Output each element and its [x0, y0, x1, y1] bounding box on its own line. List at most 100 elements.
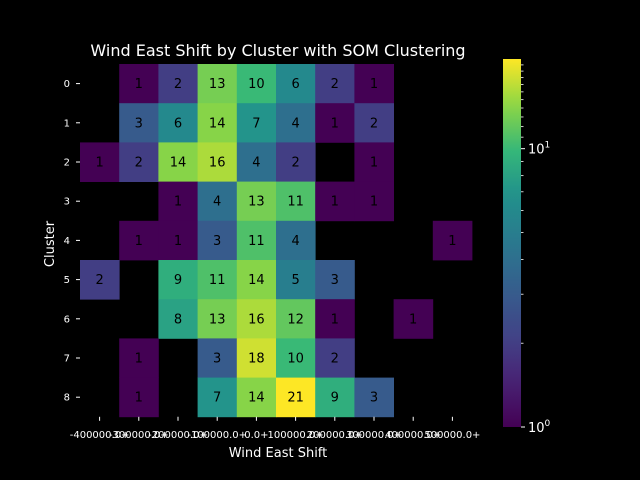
y-tick-label: 2 [64, 158, 70, 169]
cell-value-label: 9 [174, 273, 182, 288]
cell-value-label: 11 [209, 273, 226, 288]
heatmap-cell [236, 299, 277, 339]
x-axis-ticks: -400000.0+-300000.0+-200000.0+-100000.0+… [70, 416, 480, 441]
heatmap-cell [315, 338, 355, 378]
heatmap-cell [276, 377, 316, 418]
heatmap-cell [276, 220, 316, 261]
heatmap-cell [197, 142, 238, 182]
heatmap-cell [315, 103, 355, 143]
cell-value-label: 9 [331, 391, 339, 406]
cell-value-label: 4 [291, 116, 299, 131]
heatmap-cell [197, 181, 238, 222]
cell-value-label: 4 [213, 195, 221, 210]
cell-value-label: 1 [135, 352, 143, 367]
cell-value-label: 2 [370, 116, 378, 131]
y-axis-label: Cluster [43, 220, 58, 267]
heatmap-cell [197, 377, 238, 418]
cell-value-label: 1 [331, 116, 339, 131]
cell-value-label: 16 [248, 312, 265, 327]
heatmap-cell [276, 142, 316, 182]
heatmap-cell [276, 181, 316, 222]
heatmap-cell [432, 220, 473, 261]
cell-value-label: 3 [370, 391, 378, 406]
cell-value-label: 12 [287, 312, 304, 327]
x-tick-label: 500000.0+ [424, 430, 480, 441]
cell-value-label: 1 [370, 195, 378, 210]
heatmap-cell [276, 103, 316, 143]
cell-value-label: 2 [331, 352, 339, 367]
heatmap-cell [119, 338, 159, 378]
y-tick-label: 5 [64, 275, 70, 286]
cell-value-label: 14 [248, 391, 265, 406]
cell-value-label: 7 [213, 391, 221, 406]
heatmap-cell [236, 103, 277, 143]
x-tick-label: 400000.0+ [385, 430, 441, 441]
heatmap-cell [119, 64, 159, 104]
cell-value-label: 3 [331, 273, 339, 288]
cell-value-label: 4 [252, 156, 260, 171]
heatmap-cell [119, 220, 159, 261]
cell-value-label: 10 [287, 352, 304, 367]
heatmap-cell [197, 260, 238, 300]
y-tick-label: 8 [64, 393, 70, 404]
heatmap-cell [354, 142, 394, 182]
heatmap-cell [197, 299, 238, 339]
heatmap-cell [354, 181, 394, 222]
heatmap-cell [276, 64, 316, 104]
y-axis-ticks: 0 1 2 3 4 5 6 7 8 [64, 79, 80, 404]
cell-value-label: 2 [95, 273, 103, 288]
heatmap-cell [197, 103, 238, 143]
x-axis-label: Wind East Shift [229, 446, 328, 461]
cell-value-label: 11 [287, 195, 304, 210]
cell-value-label: 1 [95, 156, 103, 171]
heatmap-cell [315, 64, 355, 104]
y-tick-label: 1 [64, 118, 70, 129]
heatmap-cell [236, 377, 277, 418]
heatmap-cell [236, 338, 277, 378]
cell-value-label: 10 [248, 77, 265, 92]
heatmap-cell [354, 64, 394, 104]
cell-value-label: 4 [291, 234, 299, 249]
cell-value-label: 21 [287, 391, 304, 406]
cell-value-label: 2 [174, 77, 182, 92]
cell-value-label: 1 [174, 234, 182, 249]
cell-value-label: 13 [209, 312, 226, 327]
cell-value-label: 6 [291, 77, 299, 92]
cell-value-label: 1 [331, 312, 339, 327]
heatmap-cell [236, 64, 277, 104]
cell-value-label: 7 [252, 116, 260, 131]
heatmap-cell [158, 103, 198, 143]
cell-value-label: 11 [248, 234, 265, 249]
heatmap-cell [158, 220, 198, 261]
cell-value-label: 3 [213, 352, 221, 367]
heatmap-cell [393, 299, 434, 339]
cell-value-label: 2 [331, 77, 339, 92]
cell-value-label: 13 [209, 77, 226, 92]
cell-value-label: 2 [135, 156, 143, 171]
colorbar-tick-label: 101 [528, 141, 550, 158]
cell-value-label: 14 [248, 273, 265, 288]
heatmap-cell [119, 103, 159, 143]
cell-value-label: 8 [174, 312, 182, 327]
x-tick-label: -400000.0+ [70, 430, 130, 441]
heatmap-cell [236, 142, 277, 182]
cell-value-label: 3 [135, 116, 143, 131]
heatmap-cell [197, 338, 238, 378]
y-tick-label: 7 [64, 354, 70, 365]
cell-value-label: 1 [135, 391, 143, 406]
cell-value-label: 5 [291, 273, 299, 288]
heatmap-cell [276, 260, 316, 300]
heatmap-cell [315, 260, 355, 300]
cell-value-label: 1 [174, 195, 182, 210]
heatmap-cell [158, 181, 198, 222]
heatmap-cell [80, 260, 120, 300]
heatmap-cell [276, 299, 316, 339]
cell-value-label: 2 [291, 156, 299, 171]
cell-value-label: 1 [331, 195, 339, 210]
heatmap-cell [236, 260, 277, 300]
heatmap-cell [158, 64, 198, 104]
y-tick-label: 6 [64, 314, 70, 325]
cell-value-label: 1 [370, 77, 378, 92]
heatmap-cells: 1 2 13 10 6 2 13 6 14 7 4 1 21 2 14 16 4 2 11 4 13 11 1 11 1 3 11 4… [80, 64, 473, 418]
